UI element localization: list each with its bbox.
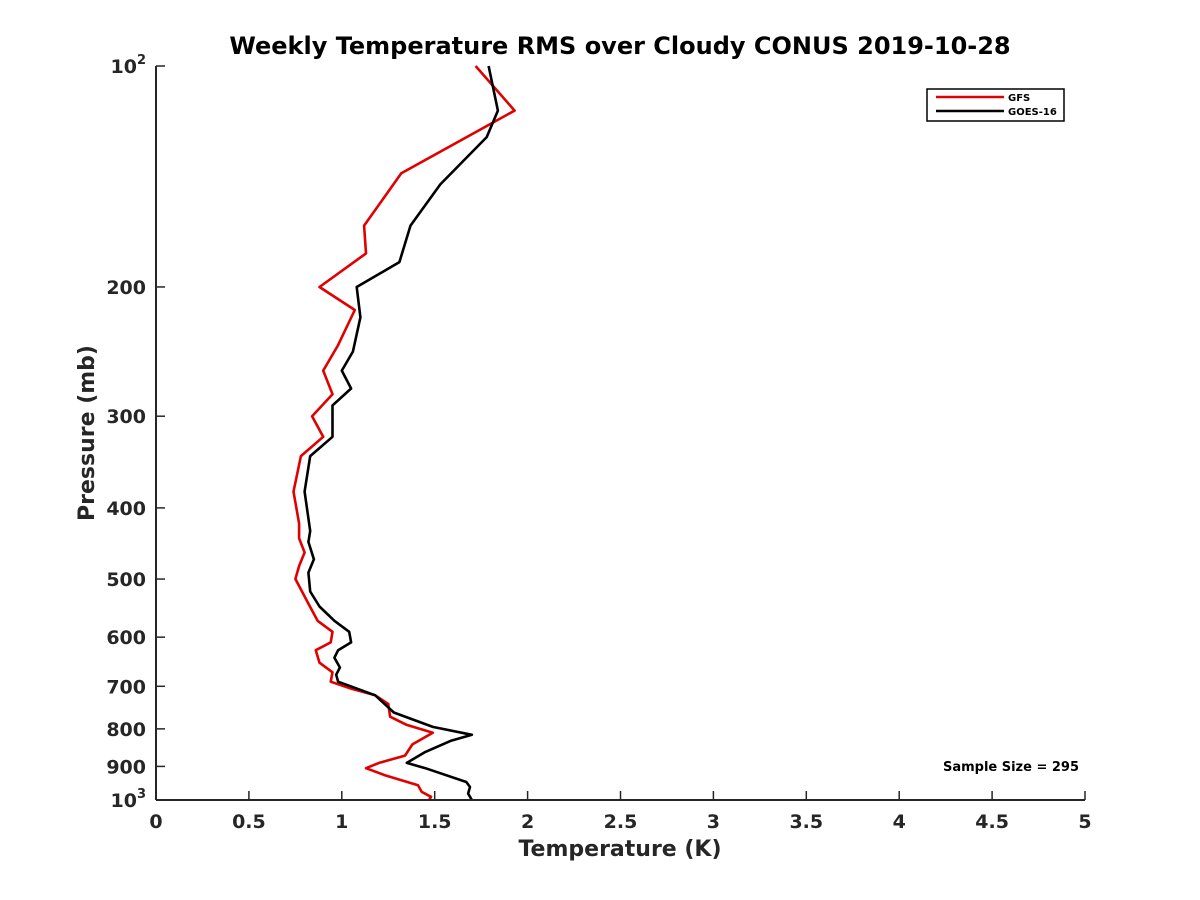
y-tick-label: 400 bbox=[106, 498, 146, 520]
legend-box bbox=[926, 88, 1065, 122]
y-tick-exponent: 2 bbox=[137, 53, 146, 68]
series-line-gfs bbox=[292, 65, 516, 801]
x-tick-label: 2.5 bbox=[604, 811, 638, 833]
y-tick-exponent: 3 bbox=[137, 787, 146, 802]
x-tick-label: 4 bbox=[893, 811, 906, 833]
x-axis-label: Temperature (K) bbox=[518, 837, 721, 862]
x-tick-label: 0.5 bbox=[232, 811, 266, 833]
x-tick-label: 3.5 bbox=[789, 811, 823, 833]
legend-label-goes16: GOES-16 bbox=[1008, 107, 1057, 118]
y-axis-label: Pressure (mb) bbox=[75, 345, 100, 521]
y-tick-label: 700 bbox=[106, 676, 146, 698]
x-tick-label: 0 bbox=[149, 811, 162, 833]
chart-title: Weekly Temperature RMS over Cloudy CONUS… bbox=[229, 32, 1010, 60]
sample-size-annotation: Sample Size = 295 bbox=[943, 760, 1079, 775]
x-tick-label: 4.5 bbox=[975, 811, 1009, 833]
y-tick-label: 600 bbox=[106, 627, 146, 649]
x-tick-label: 5 bbox=[1078, 811, 1091, 833]
y-tick-base: 10 bbox=[111, 790, 137, 812]
x-tick-label: 2 bbox=[521, 811, 534, 833]
series-layer bbox=[292, 65, 516, 801]
y-tick-label: 103 bbox=[111, 787, 147, 812]
x-tick-label: 1 bbox=[335, 811, 348, 833]
y-tick-label: 200 bbox=[106, 277, 146, 299]
x-tick-label: 1.5 bbox=[418, 811, 452, 833]
y-tick-label: 102 bbox=[111, 53, 147, 78]
y-tick-label: 300 bbox=[106, 406, 146, 428]
y-tick-label: 500 bbox=[106, 569, 146, 591]
series-line-goes16 bbox=[303, 65, 500, 801]
x-tick-label: 3 bbox=[707, 811, 720, 833]
x-axis-ticks: 0 0.5 1 1.5 2 2.5 3 3.5 4 4.5 5 bbox=[149, 791, 1092, 833]
legend-label-gfs: GFS bbox=[1008, 93, 1030, 104]
y-tick-label: 900 bbox=[106, 756, 146, 778]
y-tick-base: 10 bbox=[111, 56, 137, 78]
y-tick-label: 800 bbox=[106, 719, 146, 741]
legend: GFS GOES-16 bbox=[926, 88, 1065, 122]
